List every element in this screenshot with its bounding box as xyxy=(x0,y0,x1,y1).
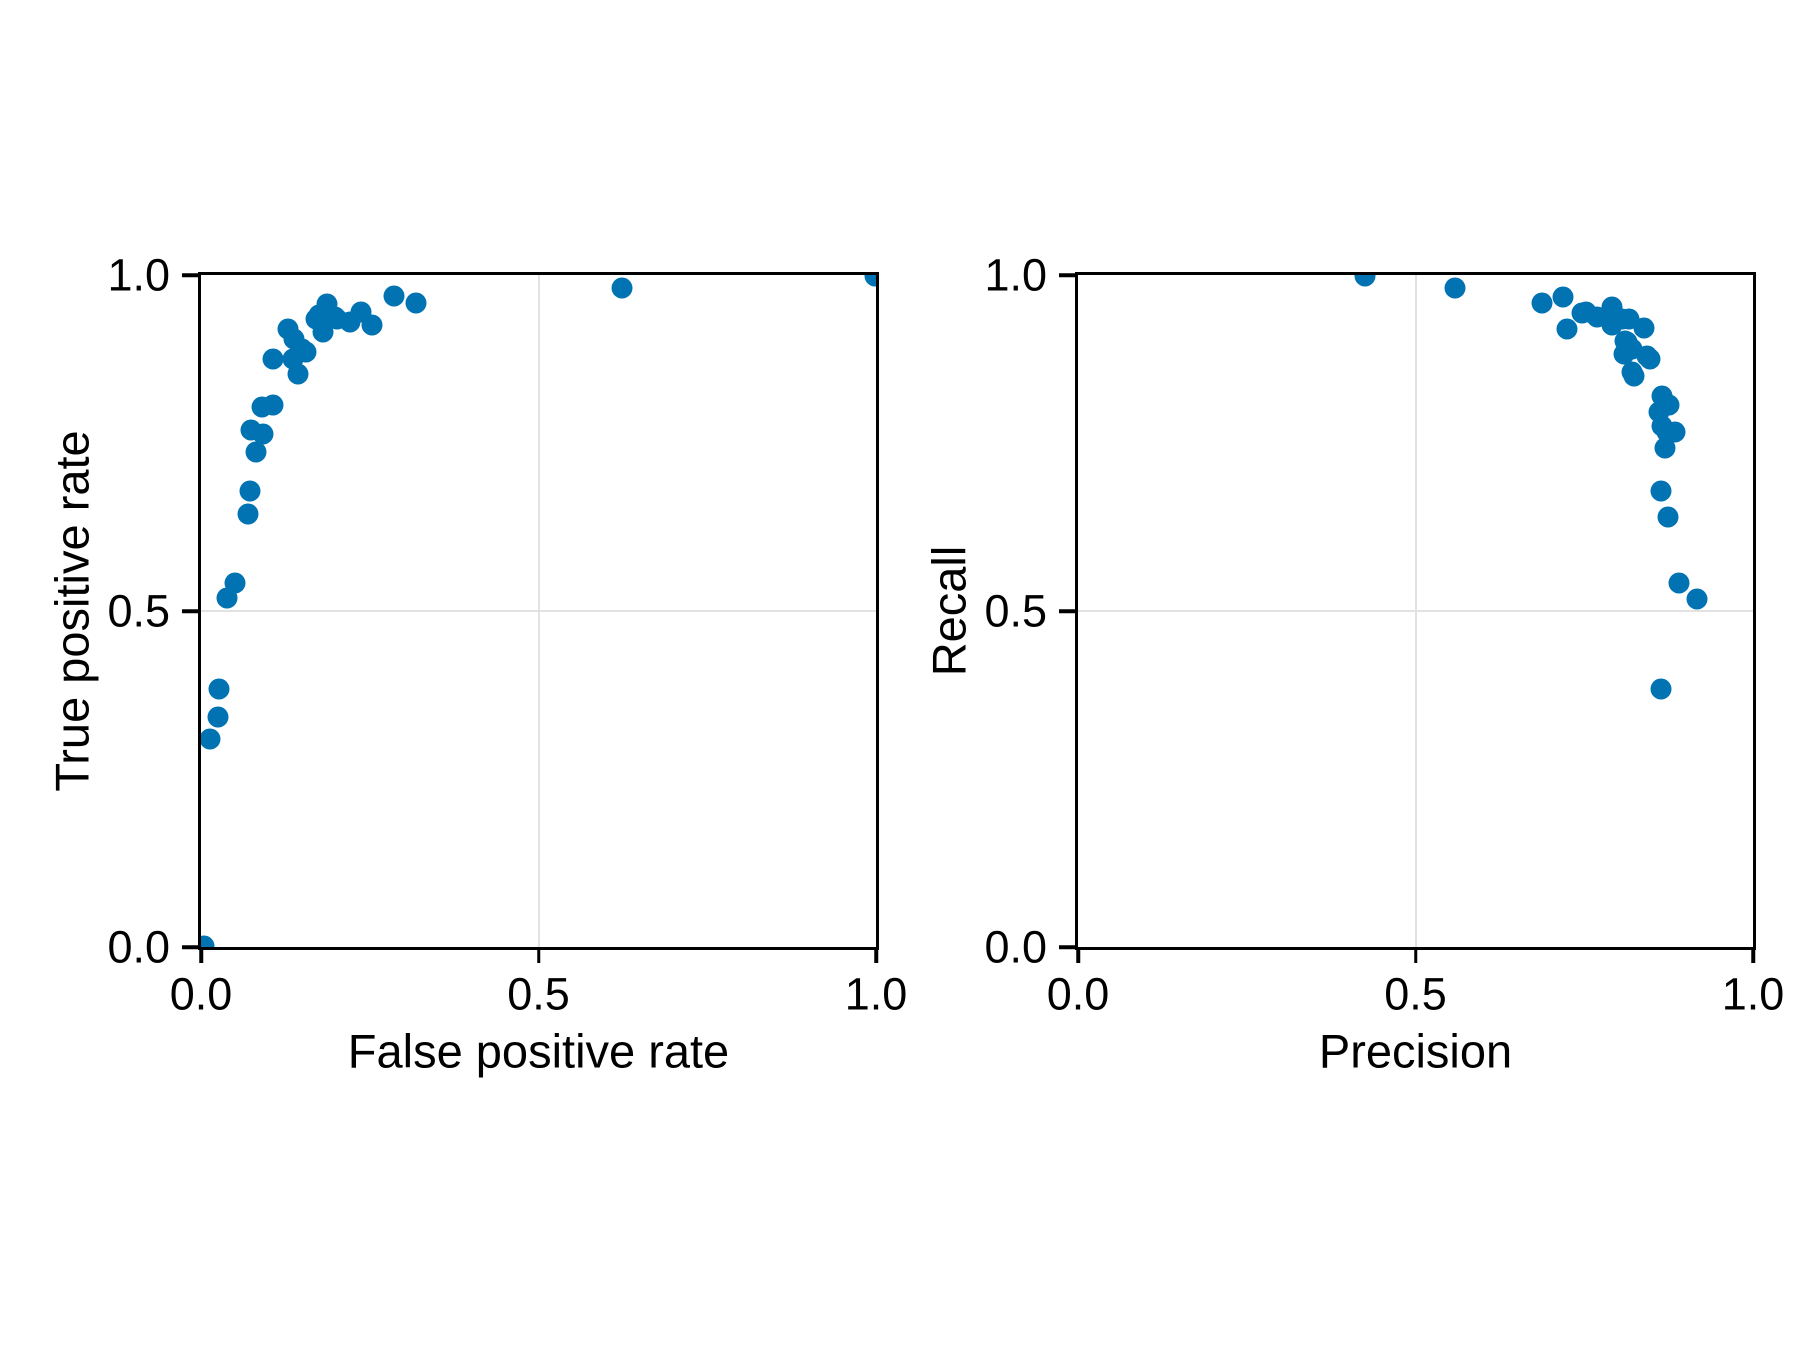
x-tick-mark xyxy=(1751,947,1755,963)
pr-dots-layer xyxy=(1078,275,1753,947)
x-tick-mark xyxy=(1413,947,1418,963)
pr-plot-area: 0.0 0.5 1.0 0.0 0.5 1.0 Precision Recall xyxy=(923,253,1785,1075)
x-tick-label: 0.5 xyxy=(1384,968,1447,1020)
data-point xyxy=(295,341,317,363)
y-tick-mark xyxy=(182,273,198,277)
data-point xyxy=(1552,286,1574,308)
gridline-vertical xyxy=(1414,275,1417,947)
data-point xyxy=(1613,343,1635,365)
data-point xyxy=(262,348,284,370)
x-tick-label: 0.0 xyxy=(169,968,233,1020)
data-point xyxy=(252,423,274,445)
data-point xyxy=(312,321,333,343)
data-point xyxy=(201,935,215,947)
y-tick-label: 0.0 xyxy=(984,921,1047,973)
data-point xyxy=(1650,480,1672,502)
x-tick-mark xyxy=(874,947,878,963)
y-tick-mark xyxy=(182,945,198,949)
x-tick-label: 0.5 xyxy=(507,968,570,1020)
data-point xyxy=(207,706,229,728)
x-axis-label: False positive rate xyxy=(347,1024,730,1078)
data-point xyxy=(1664,421,1686,443)
x-axis-label: Precision xyxy=(1318,1024,1513,1078)
y-tick-mark xyxy=(1059,945,1075,949)
data-point xyxy=(611,277,633,299)
data-point xyxy=(1354,275,1376,287)
data-point xyxy=(262,394,284,416)
roc-dots-layer xyxy=(201,275,876,947)
y-axis-label: True positive rate xyxy=(45,430,99,792)
data-point xyxy=(1639,348,1661,370)
data-point xyxy=(239,480,261,502)
y-tick-label: 1.0 xyxy=(107,249,170,301)
data-point xyxy=(383,285,405,307)
y-tick-label: 0.5 xyxy=(984,585,1047,637)
y-axis-label: Recall xyxy=(922,545,976,677)
y-tick-label: 0.0 xyxy=(107,921,170,973)
data-point xyxy=(1556,318,1578,340)
y-tick-label: 0.5 xyxy=(107,585,170,637)
gridline-vertical xyxy=(537,275,540,947)
data-point xyxy=(1654,437,1676,459)
data-point xyxy=(361,314,383,336)
x-tick-label: 0.0 xyxy=(1046,968,1110,1020)
data-point xyxy=(237,503,259,525)
x-tick-mark xyxy=(536,947,541,963)
x-tick-mark xyxy=(199,947,203,963)
y-tick-mark xyxy=(1059,609,1075,613)
data-point xyxy=(1686,588,1708,610)
x-tick-label: 1.0 xyxy=(844,968,908,1020)
y-tick-label: 1.0 xyxy=(984,249,1047,301)
y-tick-mark xyxy=(182,609,198,613)
data-point xyxy=(245,441,267,463)
data-point xyxy=(201,728,221,750)
roc-plot-area: 0.0 0.5 1.0 0.0 0.5 1.0 False positive r… xyxy=(46,253,908,1075)
data-point xyxy=(1623,365,1645,387)
data-point xyxy=(224,572,246,594)
data-point xyxy=(1531,292,1553,314)
x-tick-mark xyxy=(1076,947,1080,963)
data-point xyxy=(1444,277,1466,299)
data-point xyxy=(405,292,427,314)
y-tick-mark xyxy=(1059,273,1075,277)
data-point xyxy=(1650,678,1672,700)
x-tick-label: 1.0 xyxy=(1721,968,1785,1020)
data-point xyxy=(1657,506,1679,528)
data-point xyxy=(864,275,876,287)
data-point xyxy=(208,678,230,700)
data-point xyxy=(1633,317,1655,339)
data-point xyxy=(1668,572,1690,594)
data-point xyxy=(287,363,309,385)
